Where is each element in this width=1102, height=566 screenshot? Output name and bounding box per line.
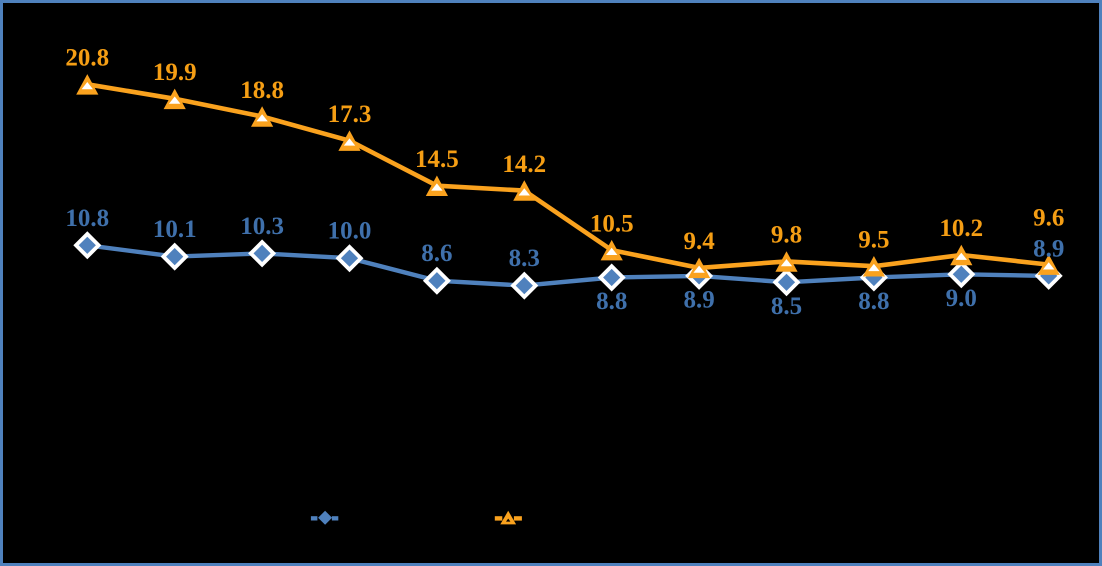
svg-text:8.8: 8.8 [596,288,627,315]
svg-text:9.4: 9.4 [683,228,715,255]
svg-text:14.5: 14.5 [415,146,459,173]
svg-text:9.5: 9.5 [858,227,889,254]
svg-text:20.8: 20.8 [65,45,109,72]
svg-text:8.8: 8.8 [858,288,889,315]
svg-text:8.9: 8.9 [683,287,714,314]
svg-text:10.3: 10.3 [240,213,284,240]
svg-text:10.5: 10.5 [590,210,634,237]
svg-text:9.6: 9.6 [1033,205,1064,232]
svg-text:17.3: 17.3 [328,101,372,128]
svg-text:10.0: 10.0 [328,218,372,245]
svg-text:8.9: 8.9 [1033,235,1064,262]
svg-text:10.2: 10.2 [939,215,983,242]
svg-text:10.1: 10.1 [153,216,197,243]
svg-text:8.3: 8.3 [509,245,540,272]
svg-text:8.5: 8.5 [771,293,802,320]
svg-text:14.2: 14.2 [502,151,546,178]
svg-text:10.8: 10.8 [65,205,109,232]
svg-text:9.0: 9.0 [946,285,977,312]
svg-text:8.6: 8.6 [421,240,452,267]
svg-text:19.9: 19.9 [153,59,197,86]
svg-text:18.8: 18.8 [240,77,284,104]
svg-text:9.8: 9.8 [771,222,802,249]
